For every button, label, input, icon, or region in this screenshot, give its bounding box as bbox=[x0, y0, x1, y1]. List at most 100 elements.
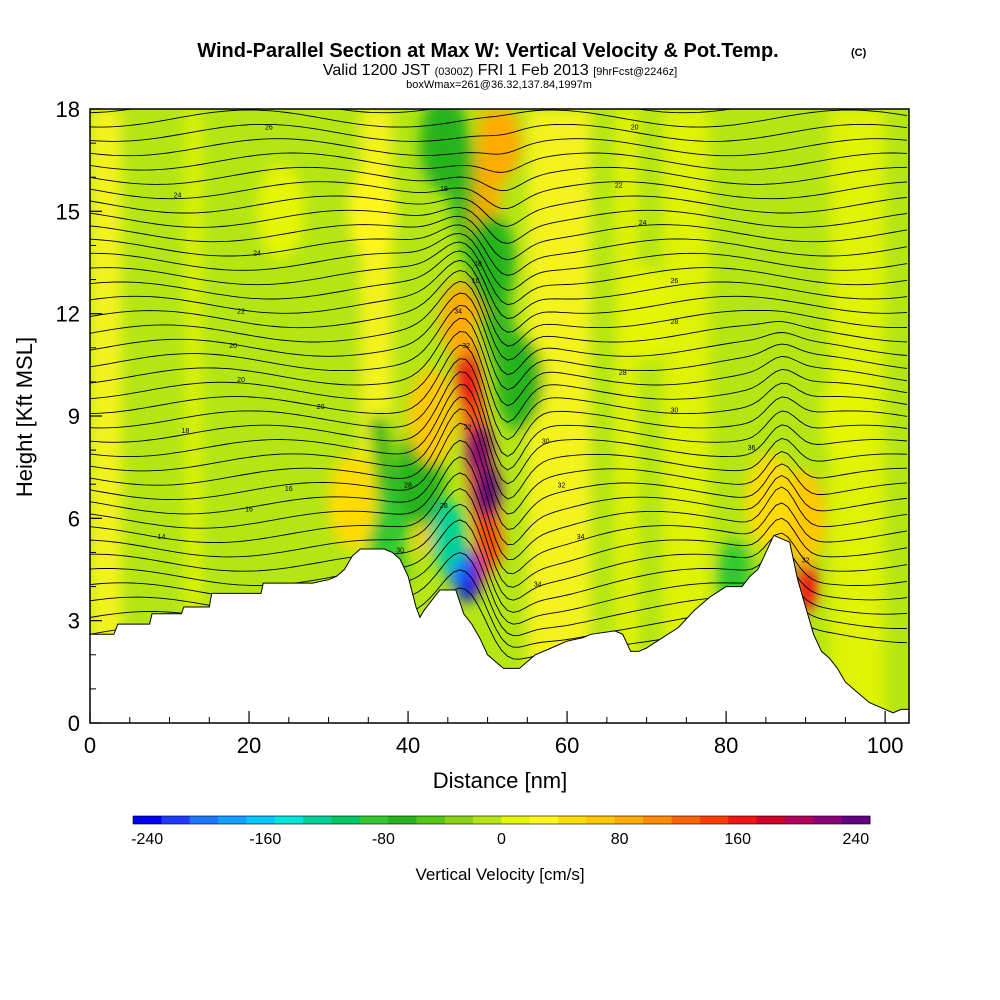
colorbar-swatch bbox=[699, 816, 729, 824]
x-tick-label: 20 bbox=[237, 733, 261, 758]
x-tick-label: 40 bbox=[396, 733, 420, 758]
vertical-velocity-field bbox=[90, 109, 886, 723]
colorbar-swatch bbox=[784, 816, 814, 824]
theta-label: 20 bbox=[237, 377, 245, 384]
colorbar-tick-label: 160 bbox=[724, 831, 751, 848]
colorbar-swatch bbox=[246, 816, 276, 824]
theta-label: 26 bbox=[671, 278, 679, 285]
velocity-cell bbox=[430, 500, 466, 571]
colorbar-swatch bbox=[529, 816, 559, 824]
theta-label: 20 bbox=[229, 343, 237, 350]
velocity-cell bbox=[485, 109, 522, 179]
colorbar-swatch bbox=[331, 816, 361, 824]
theta-label: 18 bbox=[182, 428, 190, 435]
theta-contour bbox=[90, 206, 908, 244]
y-tick-label: 6 bbox=[68, 506, 80, 531]
theta-label: 16 bbox=[285, 486, 293, 493]
theta-label: 16 bbox=[472, 278, 480, 285]
theta-label: 34 bbox=[577, 534, 585, 541]
colorbar-tick-label: -80 bbox=[372, 831, 395, 848]
velocity-cell bbox=[622, 265, 671, 362]
theta-label: 32 bbox=[464, 425, 472, 432]
theta-contour bbox=[90, 344, 908, 441]
y-tick-label: 3 bbox=[68, 609, 80, 634]
terrain-profile bbox=[89, 534, 910, 724]
colorbar-swatch bbox=[813, 816, 843, 824]
x-tick-label: 60 bbox=[555, 733, 579, 758]
y-tick-label: 9 bbox=[68, 404, 80, 429]
colorbar-swatch bbox=[388, 816, 417, 824]
theta-contour bbox=[90, 439, 908, 546]
colorbar-swatch bbox=[841, 816, 871, 824]
colorbar-swatch bbox=[274, 816, 304, 824]
theta-label: 30 bbox=[542, 438, 550, 445]
colorbar-swatch bbox=[501, 816, 531, 824]
theta-label: 20 bbox=[317, 404, 325, 411]
colorbar: -240 -160 -80 0 80 160 240 bbox=[131, 815, 871, 848]
theta-contour bbox=[90, 123, 908, 142]
plot-area: 1416161820202022242426282830323234161818… bbox=[56, 97, 910, 758]
theta-contour bbox=[90, 232, 908, 291]
colorbar-swatch bbox=[671, 816, 701, 824]
theta-contour bbox=[90, 304, 908, 391]
theta-contour bbox=[90, 166, 908, 192]
valid-time-line: Valid 1200 JST (0300Z) FRI 1 Feb 2013 [9… bbox=[323, 62, 677, 79]
colorbar-swatch bbox=[614, 816, 644, 824]
velocity-cell bbox=[745, 453, 794, 550]
colorbar-tick-label: -160 bbox=[249, 831, 281, 848]
theta-contour bbox=[90, 259, 908, 333]
colorbar-tick-label: -240 bbox=[131, 831, 163, 848]
theta-contour bbox=[90, 241, 908, 306]
colorbar-swatch bbox=[558, 816, 588, 824]
theta-label: 20 bbox=[631, 124, 639, 131]
colorbar-tick-label: 80 bbox=[611, 831, 629, 848]
theta-contour bbox=[90, 224, 908, 276]
theta-label: 24 bbox=[253, 251, 261, 258]
theta-label: 34 bbox=[534, 582, 542, 589]
colorbar-swatch bbox=[359, 816, 389, 824]
theta-contour bbox=[90, 384, 908, 485]
theta-contour bbox=[90, 472, 908, 575]
theta-label: 16 bbox=[245, 507, 253, 514]
theta-contour bbox=[90, 317, 908, 407]
velocity-cell bbox=[419, 109, 468, 192]
theta-label: 32 bbox=[802, 558, 810, 565]
colorbar-swatch bbox=[444, 816, 474, 824]
theta-label: 28 bbox=[404, 483, 412, 490]
x-axis-label: Distance [nm] bbox=[433, 768, 568, 793]
colorbar-label: Vertical Velocity [cm/s] bbox=[415, 865, 584, 884]
theta-contour bbox=[90, 250, 908, 320]
valid-prefix: Valid 1200 JST bbox=[323, 62, 431, 79]
theta-label: 28 bbox=[671, 319, 679, 326]
theta-contour bbox=[90, 215, 908, 261]
theta-label: 30 bbox=[396, 547, 404, 554]
colorbar-swatch bbox=[189, 816, 219, 824]
theta-contour bbox=[90, 195, 908, 227]
colorbar-swatch bbox=[473, 816, 502, 824]
theta-contour bbox=[90, 138, 908, 157]
theta-contour bbox=[90, 331, 908, 423]
theta-contour bbox=[90, 488, 908, 588]
colorbar-swatch bbox=[416, 816, 446, 824]
updraft-band bbox=[614, 109, 639, 723]
theta-label: 36 bbox=[748, 445, 756, 452]
theta-label: 30 bbox=[671, 408, 679, 415]
velocity-cell bbox=[454, 356, 481, 408]
x-tick-label: 0 bbox=[84, 733, 96, 758]
theta-contour bbox=[90, 109, 908, 128]
colorbar-swatch bbox=[643, 816, 673, 824]
x-tick-label: 100 bbox=[867, 733, 904, 758]
colorbar-swatch bbox=[728, 816, 758, 824]
colorbar-swatch bbox=[303, 816, 332, 824]
theta-label: 22 bbox=[237, 309, 245, 316]
y-tick-label: 12 bbox=[56, 302, 80, 327]
theta-label: 26 bbox=[265, 124, 273, 131]
updraft-band bbox=[527, 109, 591, 723]
colorbar-swatch bbox=[756, 816, 786, 824]
x-tick-label: 80 bbox=[714, 733, 738, 758]
velocity-cell bbox=[328, 453, 377, 550]
colorbar-swatch bbox=[218, 816, 247, 824]
theta-label: 32 bbox=[462, 343, 470, 350]
